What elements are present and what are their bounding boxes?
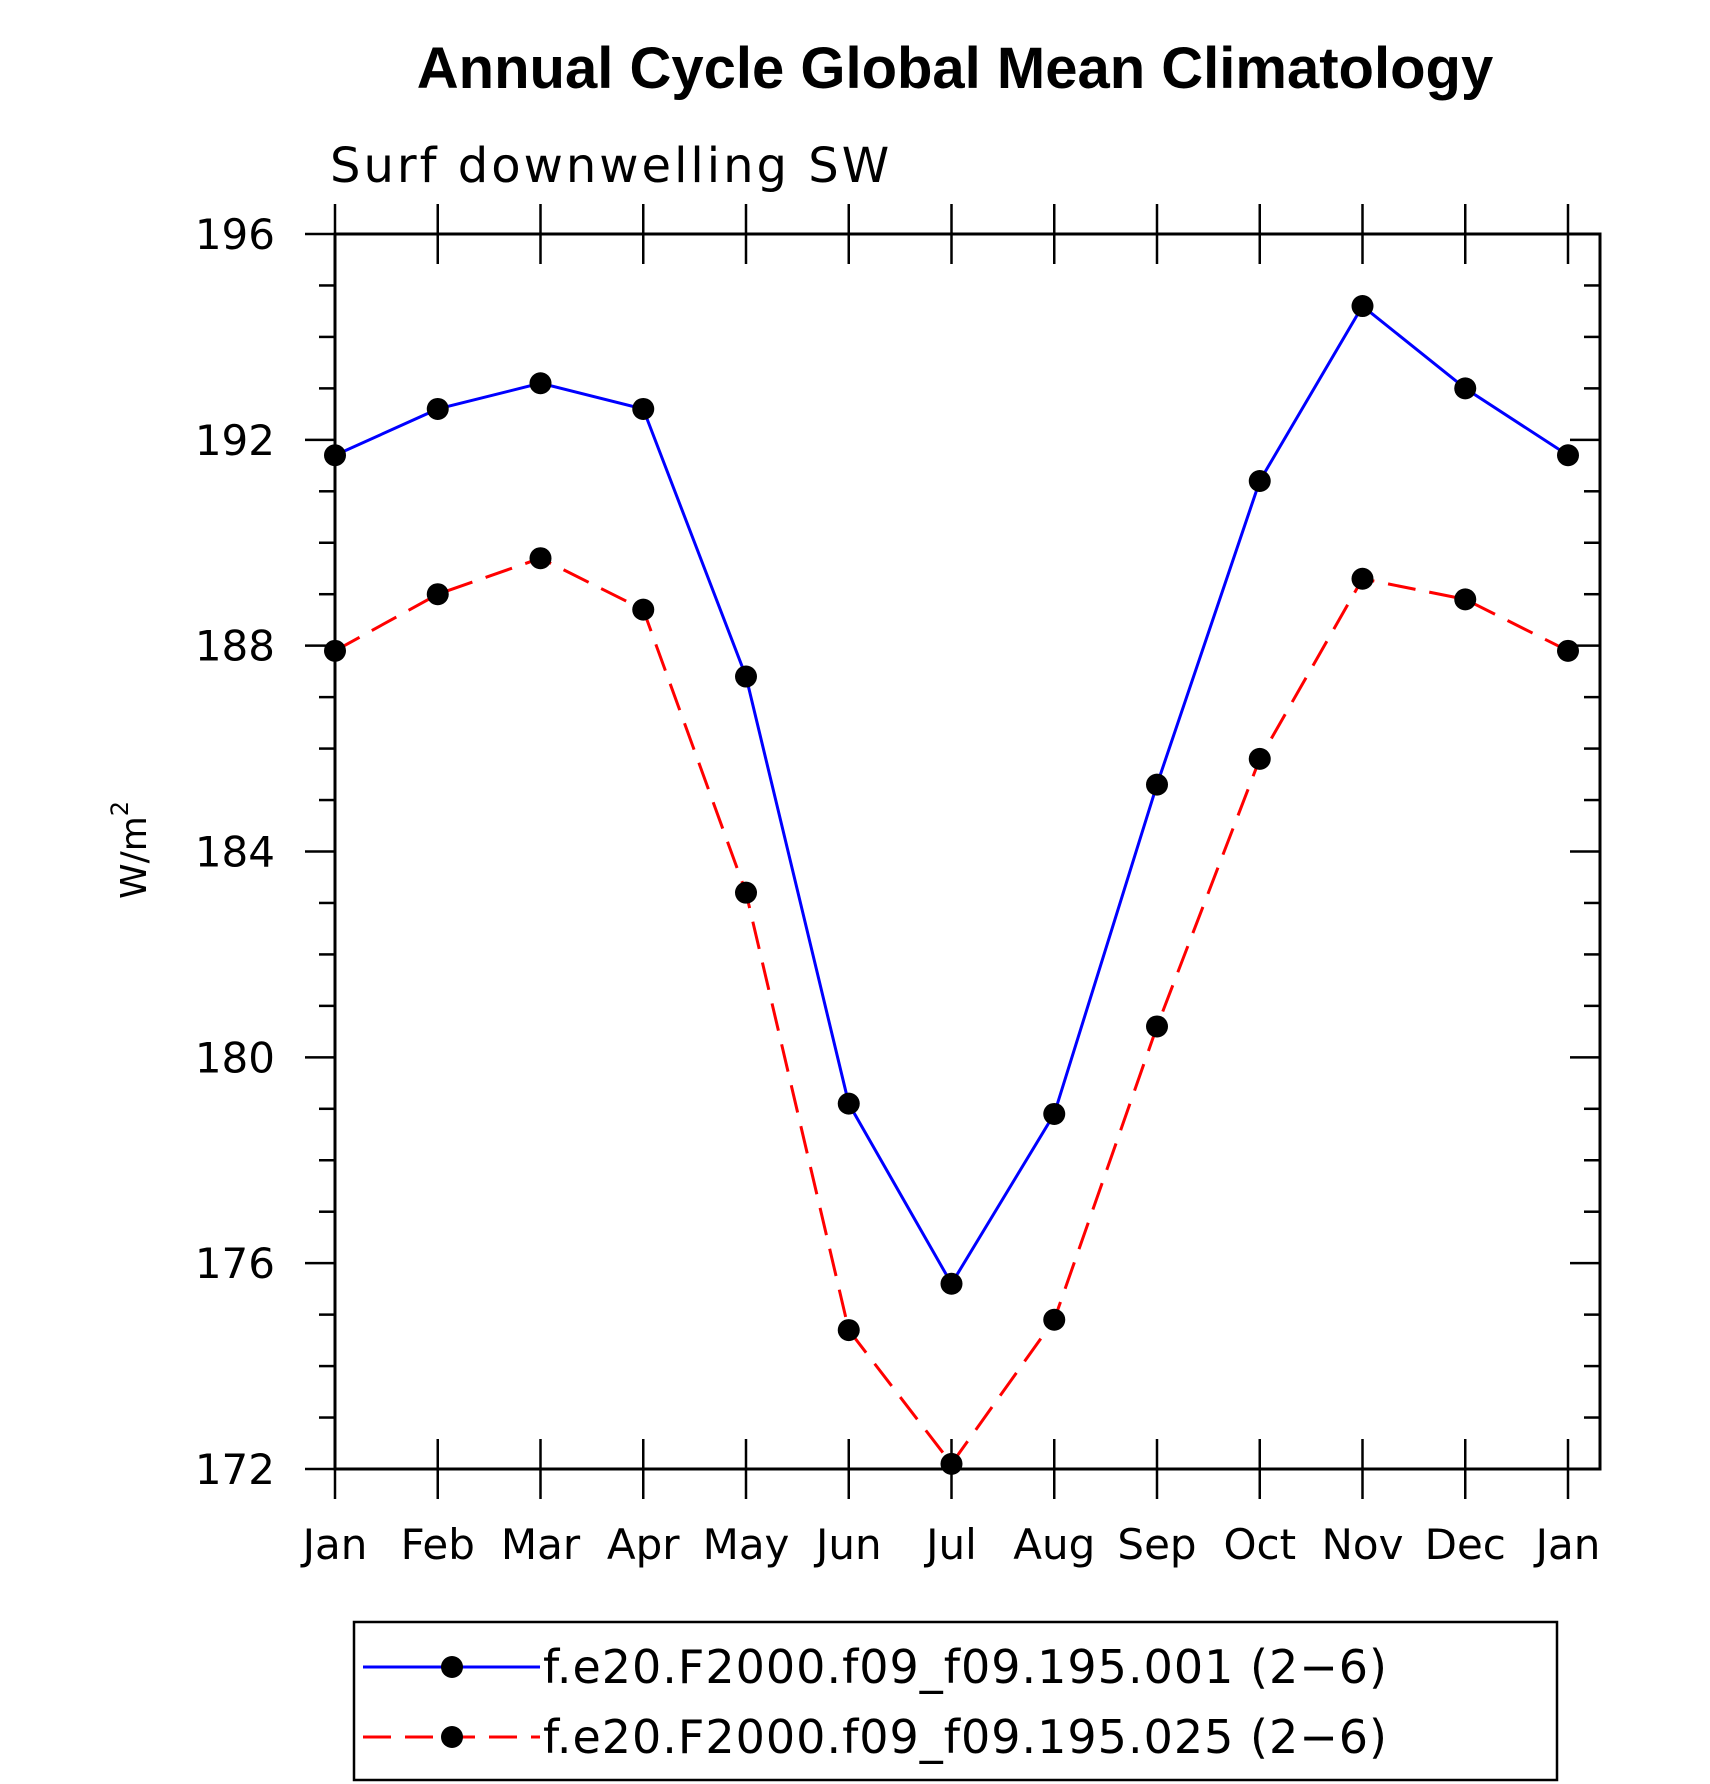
- data-point: [324, 444, 346, 467]
- x-tick-label: Mar: [501, 1520, 581, 1569]
- data-point: [529, 547, 552, 570]
- data-point: [837, 1092, 860, 1115]
- series-1: [324, 547, 1579, 1475]
- data-point: [837, 1319, 860, 1342]
- x-tick-label: Aug: [1013, 1520, 1095, 1569]
- data-point: [632, 397, 655, 420]
- data-point: [940, 1272, 963, 1295]
- legend-box: [352, 1620, 1559, 1782]
- data-point: [940, 1452, 963, 1475]
- data-point: [1454, 588, 1477, 611]
- y-tick-label: 192: [195, 416, 275, 465]
- legend: f.e20.F2000.f09_f09.195.001 (2−6) f.e20.F…: [352, 1620, 1559, 1782]
- legend-label: f.e20.F2000.f09_f09.195.025 (2−6): [543, 1710, 1388, 1764]
- x-tick-label: Nov: [1322, 1520, 1404, 1569]
- y-axis-label: W/m2: [106, 801, 155, 899]
- x-tick-label: Apr: [607, 1520, 680, 1569]
- data-point: [1557, 639, 1579, 662]
- data-point: [426, 583, 449, 606]
- legend-marker: [441, 1656, 463, 1678]
- data-point: [1146, 773, 1168, 796]
- data-point: [1351, 295, 1374, 318]
- data-point: [735, 881, 757, 904]
- axes: 172 176 180 184 188 192 196 Jan Feb Mar Apr May Jun J…: [195, 204, 1602, 1569]
- data-point: [735, 665, 757, 688]
- y-axis-label-superscript: 2: [106, 801, 134, 816]
- x-tick-label: Jul: [923, 1520, 977, 1569]
- legend-label: f.e20.F2000.f09_f09.195.001 (2−6): [543, 1640, 1388, 1694]
- legend-marker: [441, 1726, 463, 1748]
- series-0: [324, 295, 1579, 1295]
- x-tick-label: Feb: [401, 1520, 475, 1569]
- data-point: [1043, 1308, 1066, 1331]
- y-tick-label: 188: [195, 622, 275, 671]
- data-point: [632, 598, 655, 621]
- series-layer: [324, 295, 1579, 1475]
- x-tick-label: Jan: [300, 1520, 368, 1569]
- y-tick-label: 180: [195, 1033, 275, 1082]
- data-point: [1248, 470, 1271, 492]
- x-tick-label: May: [703, 1520, 790, 1569]
- data-point: [1454, 377, 1477, 400]
- x-tick-label: Jun: [813, 1520, 882, 1569]
- y-tick-label: 184: [195, 828, 275, 877]
- data-point: [1557, 444, 1579, 467]
- x-tick-label: Sep: [1117, 1520, 1196, 1569]
- data-point: [1248, 747, 1271, 770]
- x-tick-label: Jan: [1533, 1520, 1601, 1569]
- y-tick-label: 176: [195, 1239, 275, 1288]
- legend-item: f.e20.F2000.f09_f09.195.025 (2−6): [363, 1710, 1388, 1764]
- x-tick-label: Oct: [1223, 1520, 1296, 1569]
- data-point: [1043, 1102, 1066, 1125]
- chart-title: Annual Cycle Global Mean Climatology: [417, 36, 1493, 101]
- chart-subtitle: Surf downwelling SW: [330, 138, 892, 194]
- y-axis-label-base: W/m: [114, 816, 155, 899]
- y-tick-label: 172: [195, 1445, 275, 1494]
- y-tick-label: 196: [195, 210, 275, 259]
- data-point: [1146, 1015, 1168, 1038]
- data-point: [1351, 567, 1374, 590]
- data-point: [529, 372, 552, 395]
- legend-item: f.e20.F2000.f09_f09.195.001 (2−6): [363, 1640, 1388, 1694]
- x-tick-label: Dec: [1425, 1520, 1506, 1569]
- data-point: [324, 639, 346, 662]
- data-point: [426, 397, 449, 420]
